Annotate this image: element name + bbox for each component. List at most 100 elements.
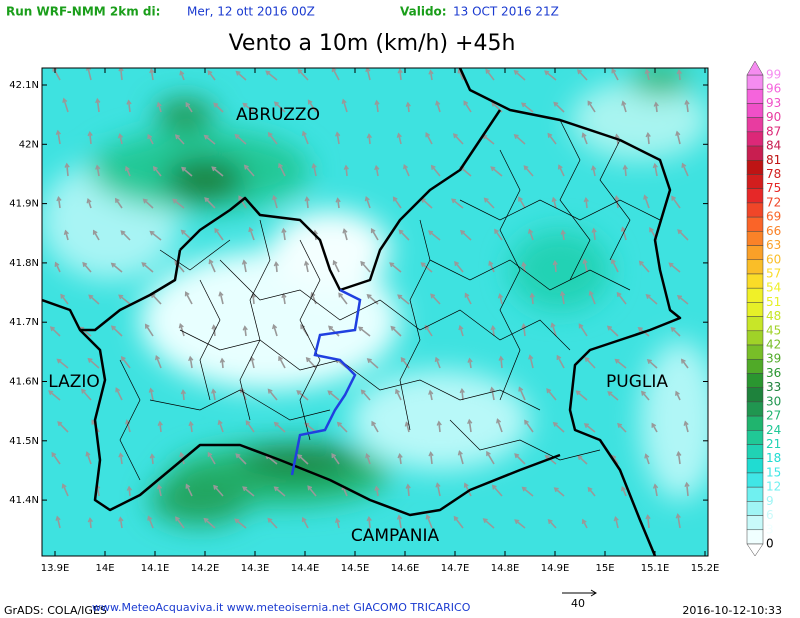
wind-arrow-head bbox=[118, 516, 124, 522]
wind-arrow bbox=[654, 484, 658, 497]
wind-arrow-head bbox=[434, 356, 440, 363]
wind-arrow-head bbox=[357, 326, 364, 332]
wind-arrow-head bbox=[670, 326, 676, 332]
wind-arrow bbox=[494, 229, 503, 241]
colorbar-swatch bbox=[746, 160, 764, 175]
wind-arrow bbox=[587, 487, 596, 497]
wind-arrow bbox=[587, 101, 596, 113]
wind-arrow-head bbox=[463, 100, 469, 106]
lat-tick-label: 42.1N bbox=[9, 80, 39, 91]
wind-arrow-head bbox=[311, 163, 317, 169]
lon-tick-label: 13.9E bbox=[41, 563, 70, 574]
wind-arrow-head bbox=[467, 357, 473, 363]
wind-arrow bbox=[336, 198, 340, 209]
wind-arrow-head bbox=[301, 516, 307, 523]
wind-arrow bbox=[252, 293, 255, 305]
colorbar-label: 27 bbox=[766, 409, 781, 423]
wind-arrow-head bbox=[523, 165, 529, 171]
wind-arrow-head bbox=[110, 262, 116, 268]
wind-arrow-head bbox=[486, 450, 491, 457]
wind-arrow-head bbox=[239, 387, 245, 393]
wind-arrow-head bbox=[675, 390, 680, 396]
wind-arrow bbox=[561, 292, 565, 305]
wind-arrow-head bbox=[60, 293, 66, 299]
wind-arrow-head bbox=[374, 485, 380, 491]
wind-arrow bbox=[368, 517, 371, 529]
wind-arrow bbox=[647, 359, 658, 369]
wind-arrow bbox=[189, 357, 193, 369]
lat-tick-label: 41.5N bbox=[9, 436, 39, 447]
run-date: Mer, 12 ott 2016 00Z bbox=[187, 5, 315, 19]
wind-arrow-head bbox=[366, 516, 372, 522]
wind-arrow-head bbox=[55, 129, 61, 136]
wind-arrow-head bbox=[552, 421, 558, 427]
wind-arrow-head bbox=[207, 70, 213, 76]
wind-arrow bbox=[436, 483, 441, 497]
wind-arrow-head bbox=[341, 98, 347, 104]
wind-arrow bbox=[531, 293, 534, 305]
wind-arrow bbox=[392, 196, 402, 209]
wind-arrow bbox=[305, 261, 309, 273]
wind-arrow bbox=[485, 69, 495, 81]
wind-arrow-head bbox=[148, 387, 154, 393]
wind-arrow-head bbox=[496, 418, 502, 424]
wind-arrow-head bbox=[114, 197, 120, 203]
wind-arrow-head bbox=[88, 294, 94, 300]
wind-arrow bbox=[438, 421, 441, 433]
wind-arrow-head bbox=[208, 258, 214, 265]
wind-arrow bbox=[655, 102, 658, 113]
wind-arrow-head bbox=[61, 483, 67, 489]
wind-arrow bbox=[118, 134, 123, 145]
wind-arrow-head bbox=[644, 453, 650, 459]
wind-arrow bbox=[242, 486, 255, 497]
wind-arrow-head bbox=[405, 101, 411, 107]
wind-arrow-head bbox=[366, 358, 372, 364]
wind-arrow-head bbox=[238, 195, 243, 201]
lon-tick-label: 14.9E bbox=[541, 563, 570, 574]
wind-arrow bbox=[56, 358, 69, 369]
wind-arrow bbox=[278, 163, 286, 177]
colorbar-label: 15 bbox=[766, 465, 781, 479]
wind-arrow-head bbox=[243, 164, 249, 170]
wind-arrow-head bbox=[124, 165, 130, 172]
wind-arrow bbox=[60, 294, 69, 305]
wind-arrow bbox=[483, 518, 495, 529]
wind-arrow-head bbox=[559, 290, 566, 297]
wind-arrow-head bbox=[203, 134, 209, 140]
wind-arrow bbox=[185, 102, 193, 113]
wind-arrow bbox=[302, 131, 309, 145]
lon-tick-label: 15E bbox=[595, 563, 614, 574]
wind-arrow bbox=[675, 391, 681, 401]
wind-arrow bbox=[607, 391, 619, 401]
colorbar-label: 48 bbox=[766, 309, 781, 323]
wind-arrow-head bbox=[544, 70, 550, 76]
valid-date: 13 OCT 2016 21Z bbox=[453, 5, 559, 19]
wind-arrow bbox=[548, 519, 557, 529]
wind-arrow-head bbox=[213, 484, 219, 490]
lon-tick-label: 15.2E bbox=[691, 563, 720, 574]
wind-arrow-head bbox=[551, 196, 557, 203]
lat-tick-label: 41.7N bbox=[9, 317, 39, 328]
colorbar-swatch bbox=[746, 88, 764, 104]
wind-arrow-head bbox=[677, 229, 683, 235]
wind-arrow bbox=[267, 132, 278, 145]
wind-arrow bbox=[179, 324, 185, 337]
colorbar-swatch bbox=[746, 344, 764, 360]
wind-arrow bbox=[464, 483, 472, 497]
wind-arrow-head bbox=[553, 487, 559, 493]
wind-arrow bbox=[547, 133, 557, 145]
run-label: Run WRF-NMM 2km di: bbox=[6, 5, 160, 19]
wind-arrow-head bbox=[451, 198, 457, 204]
wind-arrow bbox=[65, 163, 69, 177]
wind-arrow bbox=[48, 390, 61, 401]
wind-arrow-head bbox=[87, 131, 93, 137]
colorbar-label: 93 bbox=[766, 96, 781, 110]
wind-arrow-head bbox=[527, 228, 534, 234]
wind-arrow-head bbox=[513, 134, 519, 139]
lon-tick-label: 14.8E bbox=[491, 563, 520, 574]
colorbar-end bbox=[746, 543, 764, 557]
wind-arrow bbox=[490, 387, 495, 401]
wind-arrow bbox=[367, 358, 379, 369]
wind-arrow bbox=[296, 390, 309, 401]
wind-arrow-head bbox=[683, 420, 689, 426]
